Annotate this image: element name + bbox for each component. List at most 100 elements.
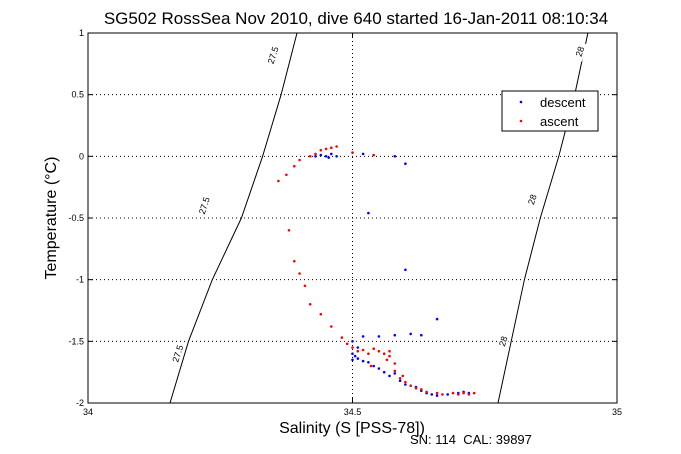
legend-descent-marker: [519, 100, 523, 104]
descent-point: [353, 354, 357, 358]
ascent-point: [388, 354, 391, 358]
ascent-point: [451, 391, 455, 395]
ascent-point: [351, 151, 354, 154]
ascent-point: [393, 369, 397, 373]
ascent-point: [425, 390, 428, 394]
ascent-point: [303, 284, 307, 288]
descent-point: [361, 359, 365, 363]
ascent-point: [308, 303, 312, 306]
ascent-point: [351, 346, 354, 349]
contour-label-bg: [495, 331, 511, 352]
y-tick-label: -2: [76, 398, 84, 408]
ascent-point: [382, 352, 386, 356]
ascent-point: [340, 336, 344, 339]
descent-point: [404, 268, 407, 272]
descent-point: [404, 162, 407, 165]
ascent-point: [467, 393, 471, 396]
y-tick-label: 1: [79, 28, 84, 38]
ascent-point: [369, 364, 373, 368]
contour-label: 28: [526, 193, 539, 206]
descent-point: [330, 152, 333, 156]
descent-point: [356, 357, 360, 360]
ascent-point: [372, 347, 376, 351]
ascent-point: [285, 173, 288, 177]
ascent-point: [414, 386, 418, 390]
contour-label-bg: [196, 195, 212, 216]
contour-label-bg: [265, 45, 281, 66]
chart-title: SG502 RossSea Nov 2010, dive 640 started…: [104, 9, 608, 28]
y-axis-label: Temperature (°C): [43, 157, 60, 280]
ascent-point: [472, 391, 476, 395]
ascent-point: [330, 325, 333, 328]
descent-point: [351, 352, 354, 356]
ascent-point: [293, 164, 296, 168]
descent-point: [409, 332, 413, 336]
ascent-point: [372, 153, 376, 157]
descent-point: [430, 393, 434, 396]
descent-point: [388, 374, 391, 378]
descent-point: [382, 370, 386, 374]
legend-ascent-label: ascent: [540, 114, 579, 129]
ascent-point: [293, 259, 296, 263]
descent-point: [404, 383, 407, 386]
contour-label-bg: [524, 189, 540, 210]
y-tick-label: -1: [76, 275, 84, 285]
ascent-point: [356, 349, 360, 353]
footer-serial-cal: SN: 114 CAL: 39897: [410, 432, 532, 447]
descent-point: [393, 155, 397, 158]
descent-point: [367, 361, 370, 364]
descent-point: [351, 340, 354, 343]
ascent-point: [462, 391, 465, 395]
x-tick-label: 34: [83, 407, 93, 417]
descent-point: [446, 393, 450, 396]
ascent-point: [420, 388, 423, 391]
ascent-point: [393, 362, 397, 365]
descent-point: [377, 335, 381, 338]
contour-label-bg: [170, 343, 186, 364]
descent-point: [377, 367, 381, 370]
descent-point: [367, 211, 370, 215]
ascent-point: [277, 179, 280, 183]
ascent-point: [457, 393, 460, 396]
descent-point: [435, 394, 439, 397]
ascent-point: [404, 380, 407, 384]
x-tick-label: 35: [612, 407, 622, 417]
y-tick-label: -1.5: [68, 336, 84, 346]
ascent-point: [308, 155, 312, 158]
ascent-point: [319, 148, 323, 152]
ascent-point: [335, 145, 338, 148]
descent-point: [361, 335, 365, 338]
ascent-point: [314, 152, 317, 156]
ascent-point: [388, 349, 391, 353]
ascent-point: [441, 393, 444, 396]
ascent-point: [367, 352, 370, 356]
legend-box: [501, 90, 599, 132]
descent-point: [314, 155, 317, 158]
descent-point: [356, 346, 360, 349]
y-tick-label: -0.5: [68, 213, 84, 223]
ascent-point: [345, 342, 349, 346]
legend-descent-label: descent: [540, 95, 586, 110]
data-points: [277, 145, 476, 397]
ascent-point: [398, 377, 402, 380]
descent-point: [398, 379, 402, 383]
ascent-point: [324, 147, 328, 151]
descent-point: [324, 155, 328, 158]
contour-label: 28: [574, 45, 587, 58]
axis-ticks: 34 34.5 35 1 0.5 0 -0.5 -1 -1.5 -2: [68, 28, 622, 417]
x-axis-label: Salinity (S [PSS-78]): [279, 420, 425, 437]
ascent-point: [409, 384, 413, 388]
density-contour-line: [169, 32, 298, 404]
grid-lines: [88, 33, 617, 403]
ascent-point: [298, 158, 301, 162]
legend-ascent-marker: [519, 119, 523, 123]
ascent-point: [298, 272, 301, 275]
ascent-point: [435, 391, 439, 395]
descent-point: [351, 358, 354, 362]
descent-point: [361, 152, 365, 156]
ascent-point: [330, 146, 333, 149]
descent-point: [393, 372, 397, 375]
ascent-point: [319, 312, 323, 316]
ascent-point: [287, 229, 291, 232]
